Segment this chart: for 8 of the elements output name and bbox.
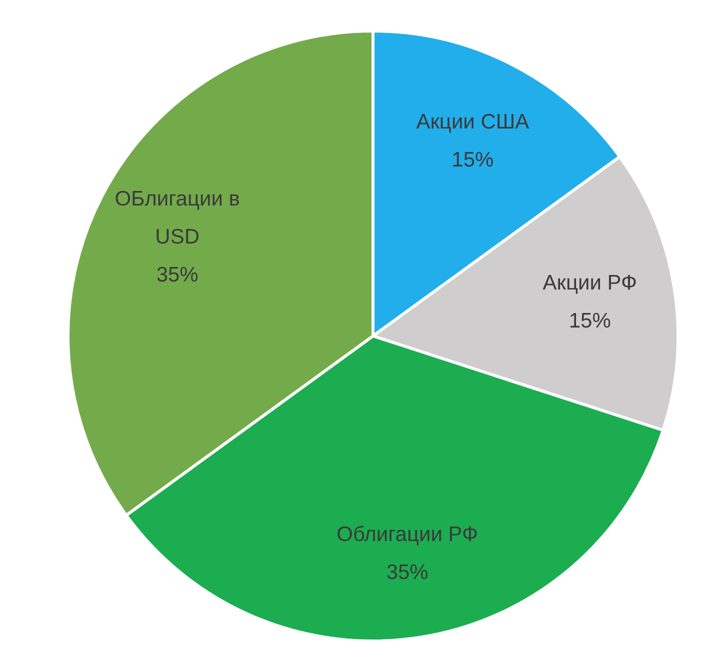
slice-label: Облигации РФ: [336, 522, 478, 546]
data-label: 35%: [386, 560, 428, 584]
data-label: 15%: [452, 148, 494, 171]
data-label: 15%: [568, 309, 611, 332]
slice-label: ОБлигации в USD: [114, 186, 240, 248]
slice-label: Акции РФ: [542, 271, 638, 294]
data-label: 35%: [156, 262, 198, 286]
slice-label: Акции США: [416, 110, 530, 133]
